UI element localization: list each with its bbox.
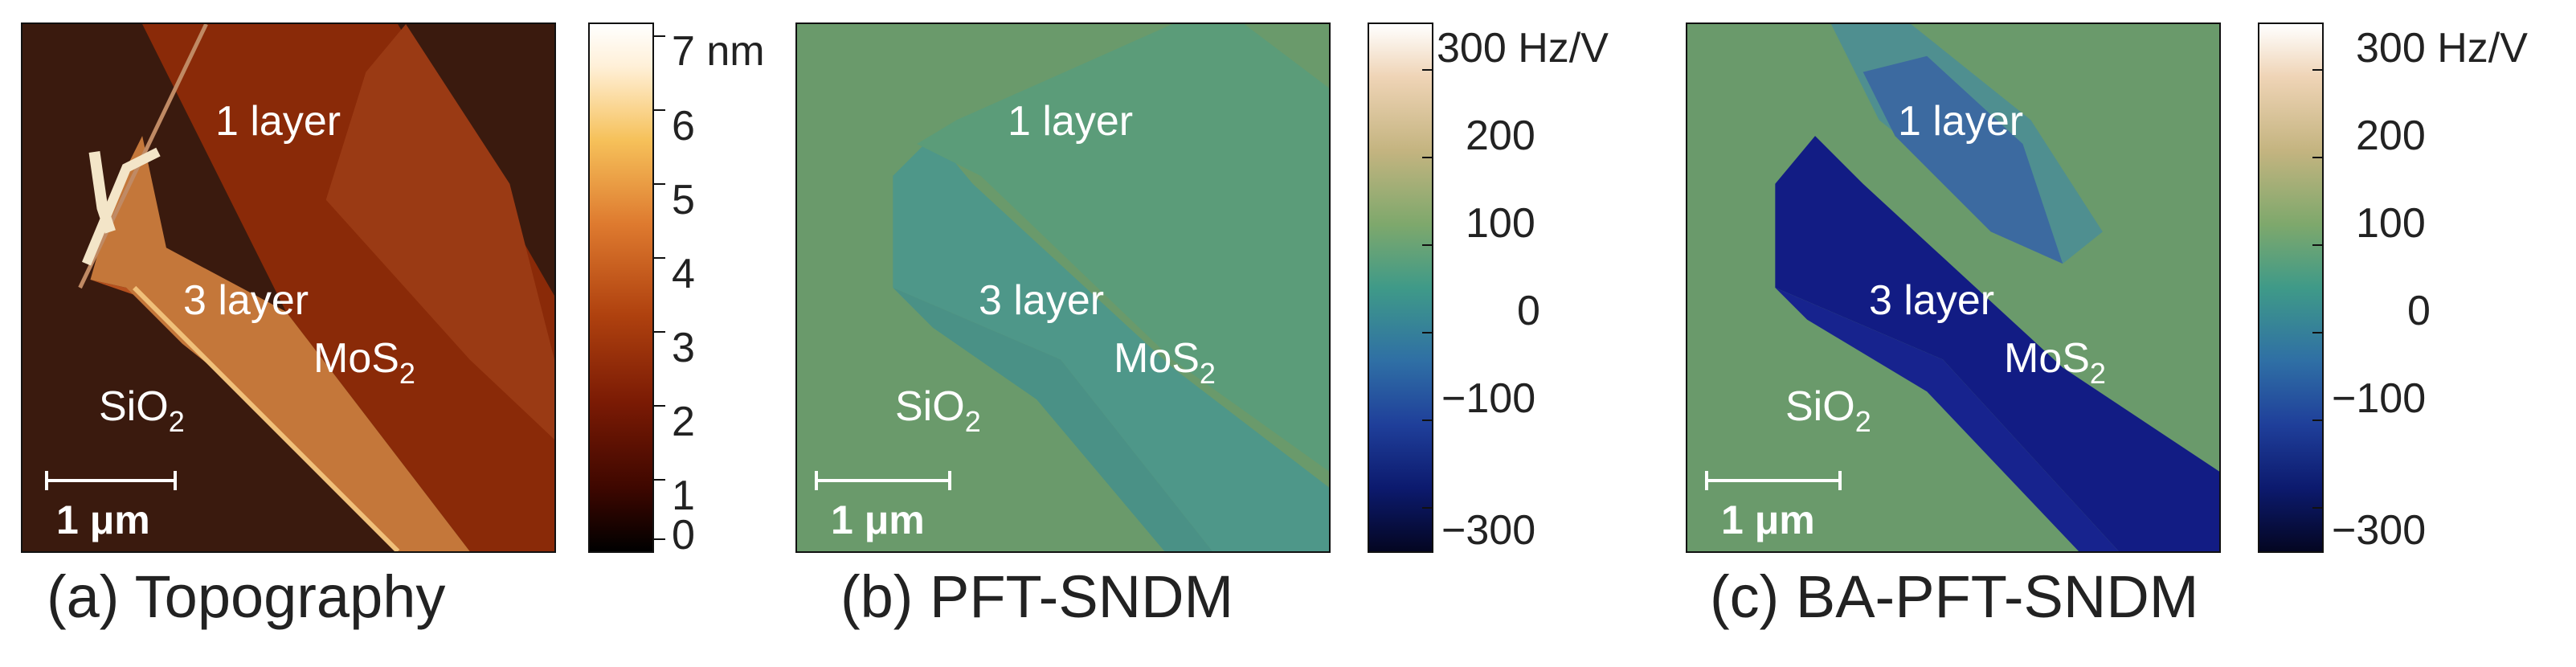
colorbar-tick <box>2312 244 2324 246</box>
colorbar-tick-label: 100 <box>1466 200 1535 247</box>
colorbar-tick-label: −300 <box>1441 507 1536 554</box>
colorbar-tick-label: 2 <box>672 399 695 445</box>
colorbar-tick-label: 3 <box>672 325 695 371</box>
colorbar-tick-label: 5 <box>672 177 695 223</box>
colorbar-tick-label: 7 nm <box>672 28 765 75</box>
scale-bar-label: 1 μm <box>1721 497 1815 542</box>
colorbar-tick-label: 200 <box>2356 113 2426 159</box>
topography-map: 1 layer 3 layer MoS2 SiO2 1 μm <box>21 23 556 553</box>
colorbar-tick <box>654 257 665 259</box>
colorbar-tick-label: −300 <box>2332 507 2427 554</box>
colorbar-tick <box>1422 244 1433 246</box>
colorbar-tick <box>2312 332 2324 334</box>
label-sio2: SiO2 <box>1785 383 1871 438</box>
topography-image <box>22 24 554 551</box>
label-mos2: MoS2 <box>1114 335 1216 390</box>
colorbar-tick <box>1422 332 1433 334</box>
colorbar-tick-label: 200 <box>1466 113 1535 159</box>
colorbar-tick <box>2312 157 2324 158</box>
label-mos2: MoS2 <box>2004 335 2106 390</box>
colorbar-tick-label: 0 <box>672 512 695 559</box>
label-three-layer: 3 layer <box>1869 277 1995 324</box>
colorbar-tick-label: 0 <box>1517 288 1540 334</box>
scale-bar-label: 1 μm <box>56 497 150 542</box>
colorbar-tick-label: 0 <box>2407 288 2431 334</box>
caption-topography: (a) Topography <box>47 563 446 630</box>
colorbar-tick-label: −100 <box>2332 375 2427 422</box>
panel-pft-sndm: 1 layer 3 layer MoS2 SiO2 1 μm (b) PFT-S… <box>795 0 1687 667</box>
ba-pft-sndm-map: 1 layer 3 layer MoS2 SiO2 1 μm <box>1686 23 2221 553</box>
caption-ba-pft-sndm: (c) BA-PFT-SNDM <box>1710 563 2199 630</box>
colorbar-tick <box>654 405 665 407</box>
colorbar-tick <box>2312 69 2324 71</box>
colorbar-tick <box>1422 157 1433 158</box>
colorbar-tick-label: 4 <box>672 251 695 297</box>
label-three-layer: 3 layer <box>183 277 309 324</box>
colorbar-topography <box>588 23 665 553</box>
label-sio2: SiO2 <box>99 383 185 438</box>
label-mos2: MoS2 <box>313 335 415 390</box>
label-one-layer: 1 layer <box>1008 98 1134 145</box>
colorbar-tick <box>654 35 665 37</box>
colorbar-pft-sndm <box>1368 23 1433 553</box>
colorbar-tick <box>1422 507 1433 509</box>
panel-topography: 1 layer 3 layer MoS2 SiO2 1 μm (a) Topog… <box>0 0 803 667</box>
colorbar-tick <box>654 479 665 481</box>
colorbar-tick <box>654 183 665 185</box>
panel-ba-pft-sndm: 1 layer 3 layer MoS2 SiO2 1 μm (c) BA-PF… <box>1686 0 2576 667</box>
colorbar-tick-label: −100 <box>1441 375 1536 422</box>
caption-pft-sndm: (b) PFT-SNDM <box>840 563 1234 630</box>
colorbar-tick <box>1422 419 1433 421</box>
scale-bar-label: 1 μm <box>831 497 925 542</box>
colorbar-tick <box>654 331 665 333</box>
colorbar-tick-label: 300 Hz/V <box>1437 25 1609 72</box>
scale-bar <box>45 471 177 490</box>
colorbar-tick <box>654 109 665 111</box>
label-one-layer: 1 layer <box>215 98 341 145</box>
colorbar-tick <box>2312 419 2324 421</box>
pft-sndm-map: 1 layer 3 layer MoS2 SiO2 1 μm <box>795 23 1331 553</box>
label-three-layer: 3 layer <box>979 277 1105 324</box>
ba-pft-sndm-image <box>1687 24 2219 551</box>
colorbar-ba-pft-sndm <box>2258 23 2324 553</box>
colorbar-tick-label: 6 <box>672 103 695 149</box>
scale-bar <box>1705 471 1842 490</box>
label-one-layer: 1 layer <box>1898 98 2024 145</box>
colorbar-tick <box>1422 69 1433 71</box>
colorbar-tick-label: 300 Hz/V <box>2356 25 2528 72</box>
colorbar-tick <box>2312 507 2324 509</box>
colorbar-tick <box>654 538 665 540</box>
pft-sndm-image <box>797 24 1329 551</box>
colorbar-tick-label: 100 <box>2356 200 2426 247</box>
scale-bar <box>815 471 951 490</box>
colorbar-tick-label: 1 <box>672 473 695 519</box>
label-sio2: SiO2 <box>895 383 981 438</box>
